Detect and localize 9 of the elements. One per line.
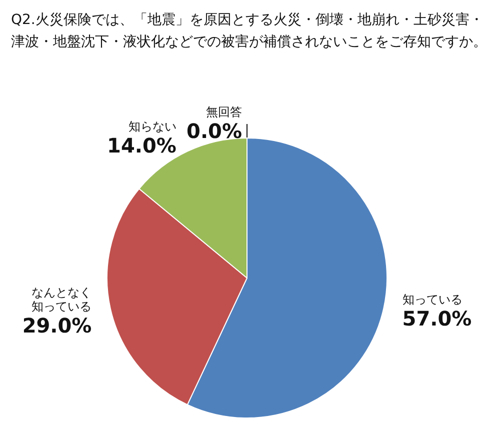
data-label: 14.0% <box>107 134 176 158</box>
data-label: 57.0% <box>402 306 472 331</box>
slice-label: 知っている <box>402 292 462 307</box>
data-label: 29.0% <box>22 314 92 338</box>
category-label: 無回答 <box>206 105 242 119</box>
slice-label: なんとなく知っている <box>32 286 92 314</box>
chart-title: Q2.火災保険では、「地震」を原因とする火災・倒壊・地崩れ・土砂災害・津波・地盤沈下・液状化などでの被害が補償されないことをご存知ですか。 <box>11 12 487 50</box>
slice-label: 知らない <box>128 120 176 134</box>
text: 0.0% <box>186 119 242 143</box>
